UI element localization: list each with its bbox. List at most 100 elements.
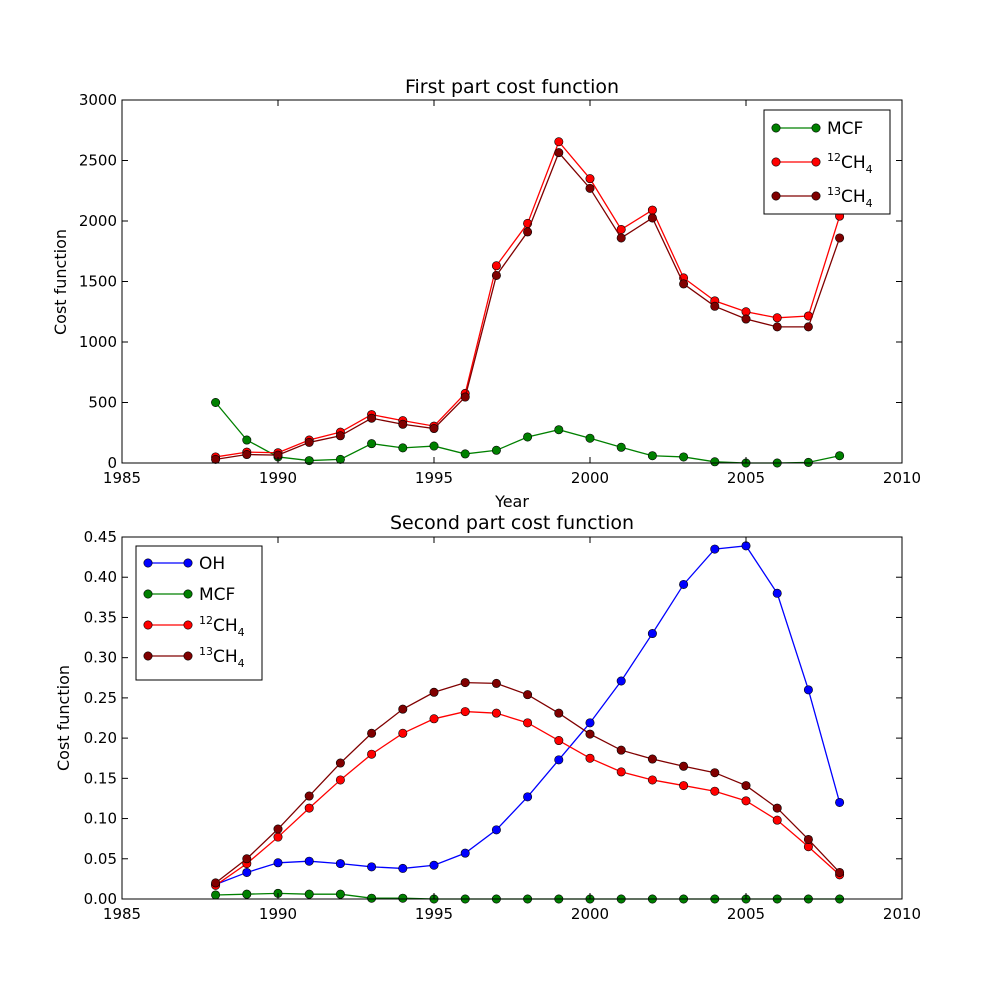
legend-entry-13CH4: 13CH4: [143, 645, 245, 670]
data-point: [554, 137, 564, 147]
x-tick-label: 2000: [571, 469, 609, 487]
data-point: [335, 775, 345, 785]
data-point: [585, 753, 595, 763]
data-point: [647, 754, 657, 764]
data-point: [460, 707, 470, 717]
data-point: [304, 437, 314, 447]
data-point: [460, 449, 470, 459]
data-point: [335, 859, 345, 869]
data-point: [710, 457, 720, 467]
data-point: [335, 431, 345, 441]
legend-marker: [143, 651, 153, 661]
data-point: [491, 445, 501, 455]
data-point: [335, 454, 345, 464]
legend-label: MCF: [827, 119, 863, 139]
data-point: [367, 439, 377, 449]
data-point: [585, 174, 595, 184]
data-point: [710, 768, 720, 778]
legend-label: OH: [199, 554, 225, 574]
data-point: [741, 796, 751, 806]
data-point: [554, 708, 564, 718]
data-point: [398, 893, 408, 903]
y-tick-label: 0.30: [84, 649, 117, 667]
data-point: [367, 413, 377, 423]
data-point: [429, 424, 439, 434]
data-point: [679, 761, 689, 771]
legend-entry-MCF: MCF: [771, 119, 863, 139]
y-tick-label: 0.40: [84, 568, 117, 586]
data-point: [211, 878, 221, 888]
data-point: [647, 629, 657, 639]
data-point: [211, 397, 221, 407]
data-point: [367, 728, 377, 738]
legend-marker: [183, 651, 193, 661]
data-point: [211, 890, 221, 900]
y-tick-label: 500: [88, 394, 117, 412]
y-tick-label: 0.20: [84, 729, 117, 747]
x-tick-label: 1985: [103, 905, 141, 923]
data-point: [710, 786, 720, 796]
data-point: [741, 781, 751, 791]
legend: MCF 12CH4 13CH4: [763, 109, 891, 215]
second-part-chart: Second part cost function Cost function …: [54, 512, 921, 923]
legend-marker: [771, 191, 781, 201]
data-point: [367, 893, 377, 903]
legend-marker: [771, 123, 781, 133]
data-point: [803, 834, 813, 844]
data-point: [304, 791, 314, 801]
data-point: [491, 270, 501, 280]
data-point: [647, 775, 657, 785]
data-point: [616, 745, 626, 755]
data-point: [460, 392, 470, 402]
data-point: [242, 450, 252, 460]
x-tick-label: 1995: [415, 469, 453, 487]
data-point: [616, 442, 626, 452]
legend-entry-12CH4: 12CH4: [771, 151, 873, 176]
data-point: [554, 148, 564, 158]
x-tick-label: 2005: [727, 905, 765, 923]
data-point: [242, 889, 252, 899]
data-point: [273, 858, 283, 868]
data-point: [211, 454, 221, 464]
x-tick-label: 1985: [103, 469, 141, 487]
data-point: [710, 544, 720, 554]
legend-marker: [183, 558, 193, 568]
series-13CH4: [211, 678, 845, 888]
data-point: [335, 889, 345, 899]
data-point: [460, 678, 470, 688]
y-tick-label: 0: [107, 454, 117, 472]
data-point: [491, 708, 501, 718]
data-point: [741, 314, 751, 324]
data-point: [679, 452, 689, 462]
y-axis-title: Cost function: [54, 665, 73, 771]
y-tick-label: 0.05: [84, 850, 117, 868]
legend-marker: [811, 157, 821, 167]
data-point: [616, 233, 626, 243]
data-point: [273, 824, 283, 834]
legend-marker: [143, 589, 153, 599]
data-point: [772, 588, 782, 598]
data-point: [772, 322, 782, 332]
first-part-chart: First part cost function Year Cost funct…: [51, 76, 921, 511]
data-point: [585, 729, 595, 739]
y-tick-label: 0.45: [84, 528, 117, 546]
data-point: [429, 441, 439, 451]
data-point: [304, 889, 314, 899]
legend-label: 12CH4: [827, 151, 873, 176]
x-tick-label: 1990: [259, 905, 297, 923]
data-point: [835, 797, 845, 807]
legend-box: [763, 109, 891, 215]
data-point: [803, 322, 813, 332]
data-point: [398, 419, 408, 429]
legend-entry-12CH4: 12CH4: [143, 614, 245, 639]
data-point: [429, 860, 439, 870]
x-tick-label: 2005: [727, 469, 765, 487]
legend-box: [135, 545, 263, 681]
legend-label: 12CH4: [199, 614, 245, 639]
y-tick-label: 0.25: [84, 689, 117, 707]
legend-marker: [143, 620, 153, 630]
data-point: [523, 718, 533, 728]
data-point: [647, 205, 657, 215]
y-tick-label: 0.35: [84, 608, 117, 626]
legend-marker: [811, 123, 821, 133]
